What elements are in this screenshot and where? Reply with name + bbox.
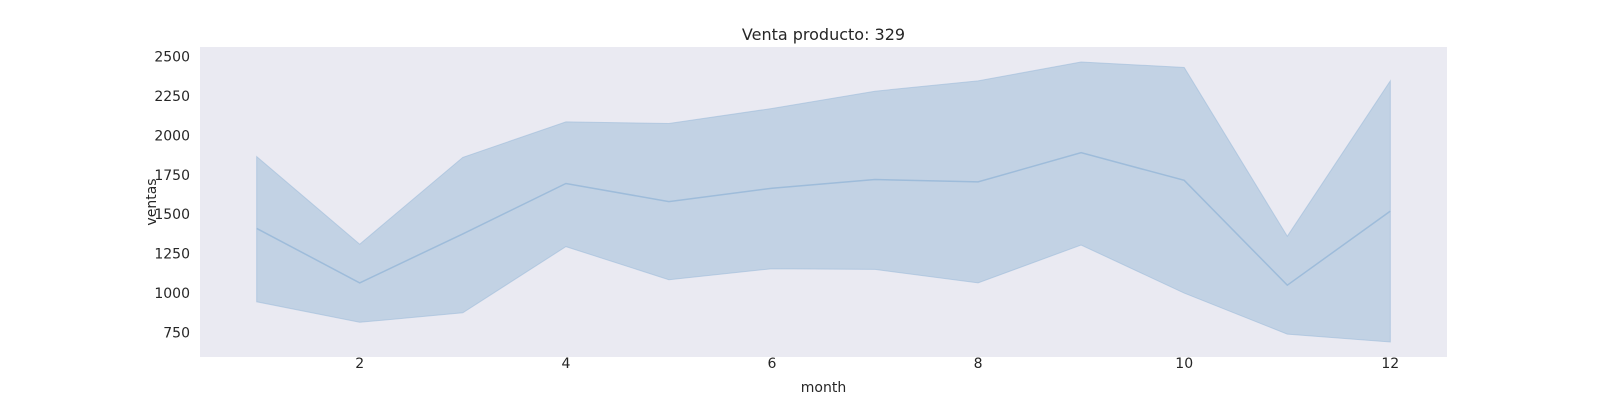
x-tick-label: 2 — [355, 356, 364, 372]
confidence-band — [256, 61, 1391, 343]
x-axis-ticks: 2 4 6 8 10 12 — [355, 356, 1399, 372]
y-tick-label: 1250 — [154, 247, 190, 263]
y-tick-label: 1000 — [154, 286, 190, 302]
chart-title: Venta producto: 329 — [742, 25, 905, 44]
x-axis-label: month — [801, 380, 846, 396]
line-layer — [256, 151, 1391, 287]
y-tick-label: 2500 — [154, 50, 190, 66]
x-tick-label: 12 — [1381, 356, 1399, 372]
y-tick-label: 1500 — [154, 207, 190, 223]
y-tick-label: 2000 — [154, 128, 190, 144]
x-tick-label: 6 — [768, 356, 777, 372]
y-tick-label: 750 — [163, 326, 190, 342]
y-tick-label: 2250 — [154, 89, 190, 105]
band-layer — [256, 61, 1391, 343]
x-tick-label: 4 — [561, 356, 570, 372]
y-tick-label: 1750 — [154, 168, 190, 184]
y-axis-label: ventas — [144, 178, 160, 225]
series-line — [256, 151, 1391, 287]
x-tick-label: 10 — [1175, 356, 1193, 372]
y-axis-ticks: 750 1000 1250 1500 1750 2000 2250 2500 — [154, 50, 190, 342]
x-tick-label: 8 — [974, 356, 983, 372]
